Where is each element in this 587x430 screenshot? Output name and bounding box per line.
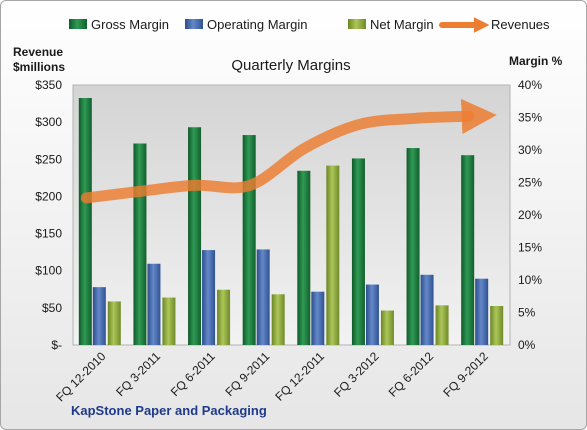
right-tick-label: 0% bbox=[518, 338, 536, 352]
bar-net-margin bbox=[217, 289, 231, 345]
bar-gross-margin bbox=[242, 135, 256, 345]
x-tick-label: FQ 9-2012 bbox=[440, 349, 491, 400]
right-tick-label: 5% bbox=[518, 306, 536, 320]
chart-legend: Gross Margin Operating Margin Net Margin… bbox=[69, 17, 550, 33]
legend-label-gross-margin: Gross Margin bbox=[91, 17, 169, 32]
bar-operating-margin bbox=[420, 274, 434, 345]
x-tick-label: FQ 3-2012 bbox=[331, 349, 382, 400]
bar-net-margin bbox=[435, 305, 449, 345]
bar-net-margin bbox=[271, 294, 285, 345]
left-axis-ticks: $- $50 $100 $150 $200 $250 $300 $350 bbox=[35, 78, 62, 352]
left-axis-title: Revenue $millions bbox=[13, 45, 65, 74]
legend-label-operating-margin: Operating Margin bbox=[207, 17, 307, 32]
right-tick-label: 10% bbox=[518, 273, 542, 287]
x-tick-label: FQ 12-2011 bbox=[272, 349, 327, 404]
legend-swatch-gross-margin bbox=[69, 19, 87, 29]
bar-gross-margin bbox=[133, 143, 147, 345]
legend-swatch-net-margin bbox=[348, 19, 366, 29]
bar-gross-margin bbox=[297, 170, 311, 345]
bar-operating-margin bbox=[256, 249, 270, 345]
left-tick-label: $350 bbox=[35, 78, 62, 92]
bar-net-margin bbox=[107, 301, 121, 345]
bar-operating-margin bbox=[311, 291, 325, 345]
x-axis-ticks: FQ 12-2010 FQ 3-2011 FQ 6-2011 FQ 9-2011 FQ … bbox=[53, 349, 491, 404]
right-tick-label: 35% bbox=[518, 111, 542, 125]
right-axis-title: Margin % bbox=[509, 54, 563, 68]
x-tick-label: FQ 9-2011 bbox=[222, 349, 272, 399]
bar-net-margin bbox=[326, 165, 340, 345]
left-tick-label: $250 bbox=[35, 152, 62, 166]
bar-gross-margin bbox=[78, 98, 92, 345]
left-tick-label: $300 bbox=[35, 115, 62, 129]
x-tick-label: FQ 12-2010 bbox=[53, 349, 108, 404]
revenue-line bbox=[80, 98, 497, 204]
legend-label-net-margin: Net Margin bbox=[370, 17, 434, 32]
right-tick-label: 15% bbox=[518, 241, 542, 255]
bar-net-margin bbox=[490, 306, 504, 345]
right-tick-label: 25% bbox=[518, 176, 542, 190]
left-tick-label: $100 bbox=[35, 264, 62, 278]
legend-swatch-operating-margin bbox=[185, 19, 203, 29]
x-tick-label: FQ 6-2012 bbox=[386, 349, 437, 400]
left-tick-label: $- bbox=[51, 338, 62, 352]
left-tick-label: $200 bbox=[35, 189, 62, 203]
right-tick-label: 30% bbox=[518, 143, 542, 157]
bar-operating-margin bbox=[365, 284, 379, 345]
bar-operating-margin bbox=[475, 278, 489, 345]
bar-gross-margin bbox=[406, 148, 420, 345]
chart-title: Quarterly Margins bbox=[231, 57, 350, 74]
bar-operating-margin bbox=[147, 263, 161, 345]
right-tick-label: 40% bbox=[518, 78, 542, 92]
bar-gross-margin bbox=[351, 158, 365, 345]
bar-net-margin bbox=[380, 310, 394, 345]
bar-gross-margin bbox=[461, 155, 475, 345]
right-axis-ticks: 0% 5% 10% 15% 20% 25% 30% 35% 40% bbox=[518, 78, 542, 352]
left-tick-label: $150 bbox=[35, 227, 62, 241]
bar-net-margin bbox=[162, 297, 176, 345]
legend-label-revenues: Revenues bbox=[491, 17, 550, 32]
bar-operating-margin bbox=[202, 250, 216, 345]
bar-operating-margin bbox=[92, 287, 106, 345]
x-tick-label: FQ 3-2011 bbox=[113, 349, 163, 399]
revenue-line-layer bbox=[80, 98, 497, 204]
bar-gross-margin bbox=[188, 127, 202, 345]
left-tick-label: $50 bbox=[42, 301, 62, 315]
company-name: KapStone Paper and Packaging bbox=[71, 403, 267, 418]
x-tick-label: FQ 6-2011 bbox=[168, 349, 218, 399]
right-tick-label: 20% bbox=[518, 208, 542, 222]
